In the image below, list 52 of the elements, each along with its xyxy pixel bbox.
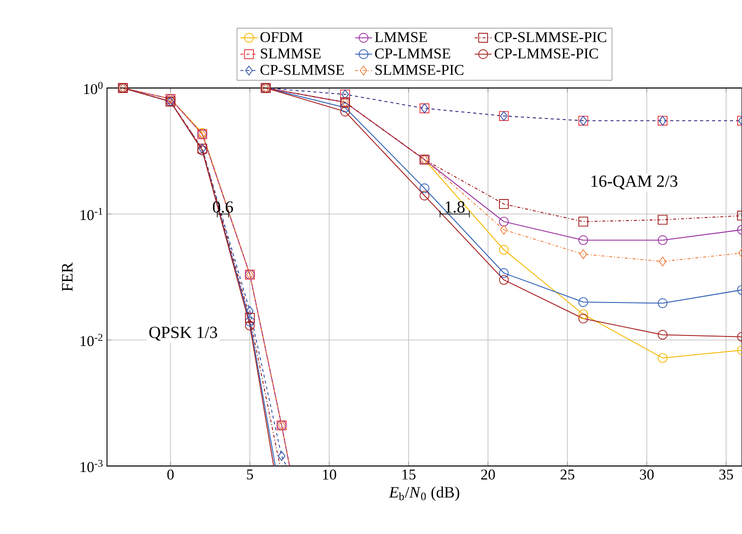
point	[498, 275, 509, 285]
legend-label: LMMSE	[374, 32, 427, 42]
x-tick-label: 15	[402, 470, 416, 480]
y-axis-title: FER	[62, 262, 72, 292]
point	[498, 216, 509, 227]
y-tick-label: 10$^{-2}$	[80, 334, 102, 346]
annotation: 16-QAM 2/3	[592, 176, 678, 190]
point	[340, 102, 350, 112]
legend-label: CP-LMMSE-PIC	[494, 48, 598, 59]
legend-label: CP-SLMMSE-PIC	[494, 32, 606, 42]
x-axis-title: E$_{b}$/N$_{0}$ (dB)	[388, 486, 460, 501]
point	[498, 268, 509, 278]
legend-label: CP-LMMSE	[375, 48, 450, 59]
point	[658, 330, 668, 340]
point	[244, 316, 255, 326]
point	[420, 183, 430, 194]
point	[500, 224, 508, 235]
point	[420, 190, 430, 200]
y-tick-label: 10$^{-1}$	[80, 208, 102, 220]
point	[578, 309, 588, 320]
point	[498, 244, 509, 255]
point	[578, 235, 588, 246]
point	[658, 214, 668, 225]
legend-label: SLMMSE	[260, 48, 321, 59]
point	[278, 451, 286, 461]
point	[244, 320, 255, 331]
point	[578, 216, 588, 227]
x-tick-label: 35	[719, 470, 734, 480]
point	[658, 298, 668, 308]
point	[340, 106, 350, 116]
point	[246, 306, 254, 316]
legend-label: OFDM	[260, 32, 303, 42]
legend-label: SLMMSE-PIC	[375, 64, 464, 75]
point	[658, 235, 668, 246]
x-tick-label: 10	[323, 470, 336, 480]
x-tick-label: 0	[167, 470, 174, 480]
point	[658, 353, 668, 363]
point	[244, 312, 255, 323]
y-tick-label: 10$^{0}$	[84, 82, 103, 94]
point	[498, 199, 509, 209]
point	[658, 256, 666, 266]
legend-label: CP-SLMMSE	[260, 64, 344, 75]
annotation: 1.8	[446, 201, 465, 213]
point	[578, 297, 588, 307]
annotation: QPSK 1/3	[149, 326, 218, 341]
point	[578, 314, 588, 324]
x-tick-label: 5	[247, 470, 254, 480]
y-tick-label: 10$^{-3}$	[80, 460, 103, 472]
x-tick-label: 30	[640, 470, 654, 480]
x-tick-label: 20	[481, 470, 495, 480]
point	[579, 249, 588, 260]
x-tick-label: 25	[560, 470, 574, 480]
